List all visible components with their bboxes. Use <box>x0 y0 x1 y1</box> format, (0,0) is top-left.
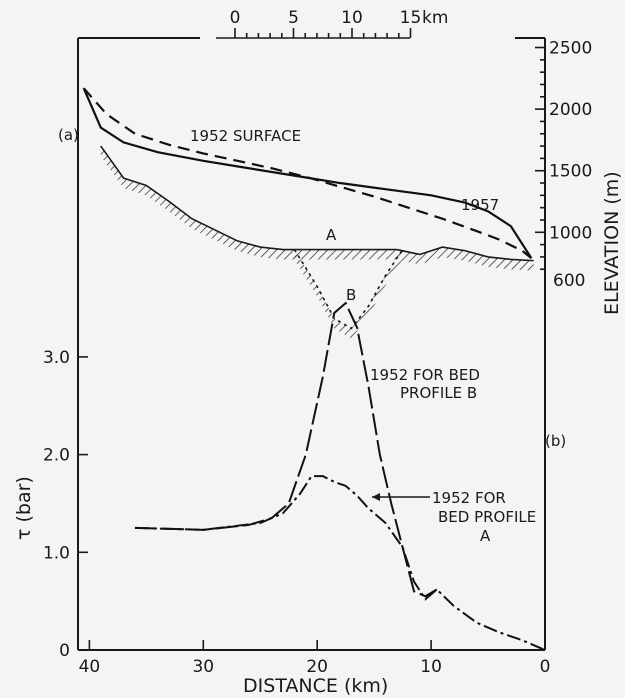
axes <box>77 37 546 651</box>
surface-1957-line <box>82 87 533 259</box>
annotation-a-line3: A <box>480 527 491 545</box>
annotation-b-line1: 1952 FOR BED <box>370 366 480 384</box>
km-tick-label: 10 <box>341 8 363 28</box>
panel-a-series <box>82 87 533 260</box>
top-unit-label: km <box>422 8 448 28</box>
elev-tick-label: 2500 <box>549 39 592 59</box>
left-ticks: 0 1.0 2.0 3.0 <box>43 348 88 661</box>
surface-1952-label: 1952 SURFACE <box>190 127 301 145</box>
panel-b-label: (b) <box>545 432 566 450</box>
x-tick-label: 0 <box>540 657 551 677</box>
panel-a-label: (a) <box>58 126 79 144</box>
bed-profile-line <box>100 145 534 262</box>
annotation-a-arrowhead <box>372 493 380 501</box>
right-axis-title: ELEVATION (m) <box>601 171 623 315</box>
panel-b-series <box>134 301 546 651</box>
tau-profile-b-line <box>134 301 438 598</box>
x-tick-label: 10 <box>420 657 442 677</box>
km-tick-label: 0 <box>230 8 241 28</box>
y-tick-label: 3.0 <box>43 348 70 368</box>
surface-1952-line <box>82 87 533 260</box>
annotation-a-line1: 1952 FOR <box>432 489 506 507</box>
y-tick-label: 2.0 <box>43 446 70 466</box>
y-tick-label: 1.0 <box>43 543 70 563</box>
left-axis-title: τ (bar) <box>13 476 35 540</box>
x-tick-label: 20 <box>306 657 328 677</box>
bed-profiles <box>100 145 534 339</box>
top-ticks: 0 5 10 15 <box>230 8 422 38</box>
km-tick-label: 15 <box>400 8 422 28</box>
elev-tick-label: 1500 <box>549 162 592 182</box>
surface-1957-label: 1957 <box>461 196 499 214</box>
annotation-b-line2: PROFILE B <box>400 384 477 402</box>
annotation-a-line2: BED PROFILE <box>438 508 536 526</box>
x-tick-label: 30 <box>192 657 214 677</box>
x-tick-label: 40 <box>79 657 101 677</box>
right-ticks: 2500 2000 1500 1000 600 <box>535 39 592 291</box>
y-tick-label: 0 <box>59 641 70 661</box>
elev-tick-label: 600 <box>553 271 585 291</box>
tau-profile-a-line <box>134 475 546 651</box>
bed-profile-line <box>293 249 404 330</box>
profile-a-label: A <box>326 226 337 244</box>
bed-hatch-band <box>100 146 534 271</box>
km-tick-label: 5 <box>288 8 299 28</box>
bottom-ticks: 40 30 20 10 0 <box>79 640 551 677</box>
bed-hatch-band <box>294 249 403 339</box>
profile-b-label: B <box>346 286 356 304</box>
bottom-axis-title: DISTANCE (km) <box>243 675 388 697</box>
elev-tick-label: 1000 <box>549 223 592 243</box>
elev-tick-label: 2000 <box>549 100 592 120</box>
